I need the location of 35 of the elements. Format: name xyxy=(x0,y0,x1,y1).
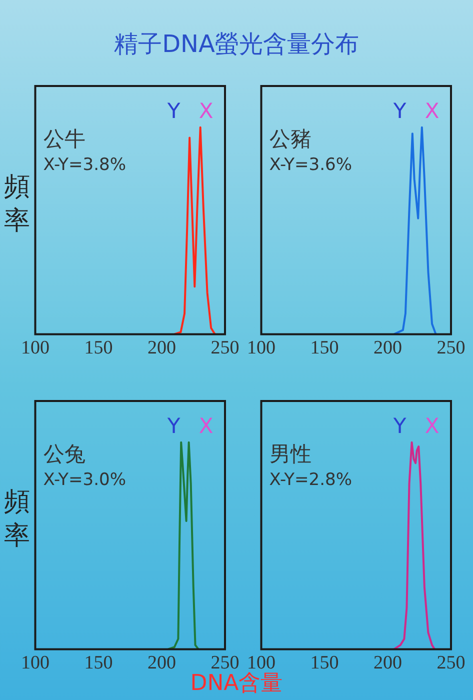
x-tick-label: 150 xyxy=(310,652,339,674)
annotation: X-Y=3.8% xyxy=(43,155,126,175)
x-tick-label: 250 xyxy=(210,338,240,359)
annotation: 公豬 xyxy=(269,127,312,151)
text: Y xyxy=(166,414,180,438)
x-tick-label: 250 xyxy=(436,338,466,359)
x-tick-label: 250 xyxy=(210,652,240,674)
annotation: 男性 xyxy=(269,442,312,466)
x-tick-label: 150 xyxy=(310,338,339,359)
x-tick-label: 100 xyxy=(21,652,50,674)
text: X xyxy=(198,414,214,438)
x-tick-label: 200 xyxy=(148,338,176,359)
annotation: 公牛 xyxy=(43,127,86,151)
x-tick-label: 150 xyxy=(84,652,113,674)
x-tick-label: 150 xyxy=(84,338,113,359)
x-tick-label: 200 xyxy=(374,338,402,359)
x-tick-label: 250 xyxy=(436,652,466,674)
text: X xyxy=(198,99,214,123)
x-tick-label: 100 xyxy=(21,338,50,359)
y-axis-title: 頻率 xyxy=(4,486,31,553)
text: Y xyxy=(392,414,406,438)
x-tick-label: 200 xyxy=(148,652,176,674)
text: Y xyxy=(166,99,180,123)
annotation: X-Y=3.0% xyxy=(43,470,126,490)
text: X xyxy=(424,99,440,123)
x-tick-label: 200 xyxy=(374,652,402,674)
x-tick-label: 100 xyxy=(247,338,276,359)
x-axis-title: DNA含量 xyxy=(190,671,283,696)
annotation: X-Y=3.6% xyxy=(269,155,352,175)
annotation: 公兔 xyxy=(43,442,86,466)
annotation: X-Y=2.8% xyxy=(269,470,352,490)
text: X xyxy=(424,414,440,438)
y-axis-title: 頻率 xyxy=(4,171,31,238)
text: Y xyxy=(392,99,406,123)
chart-title: 精子DNA螢光含量分布 xyxy=(113,29,360,60)
